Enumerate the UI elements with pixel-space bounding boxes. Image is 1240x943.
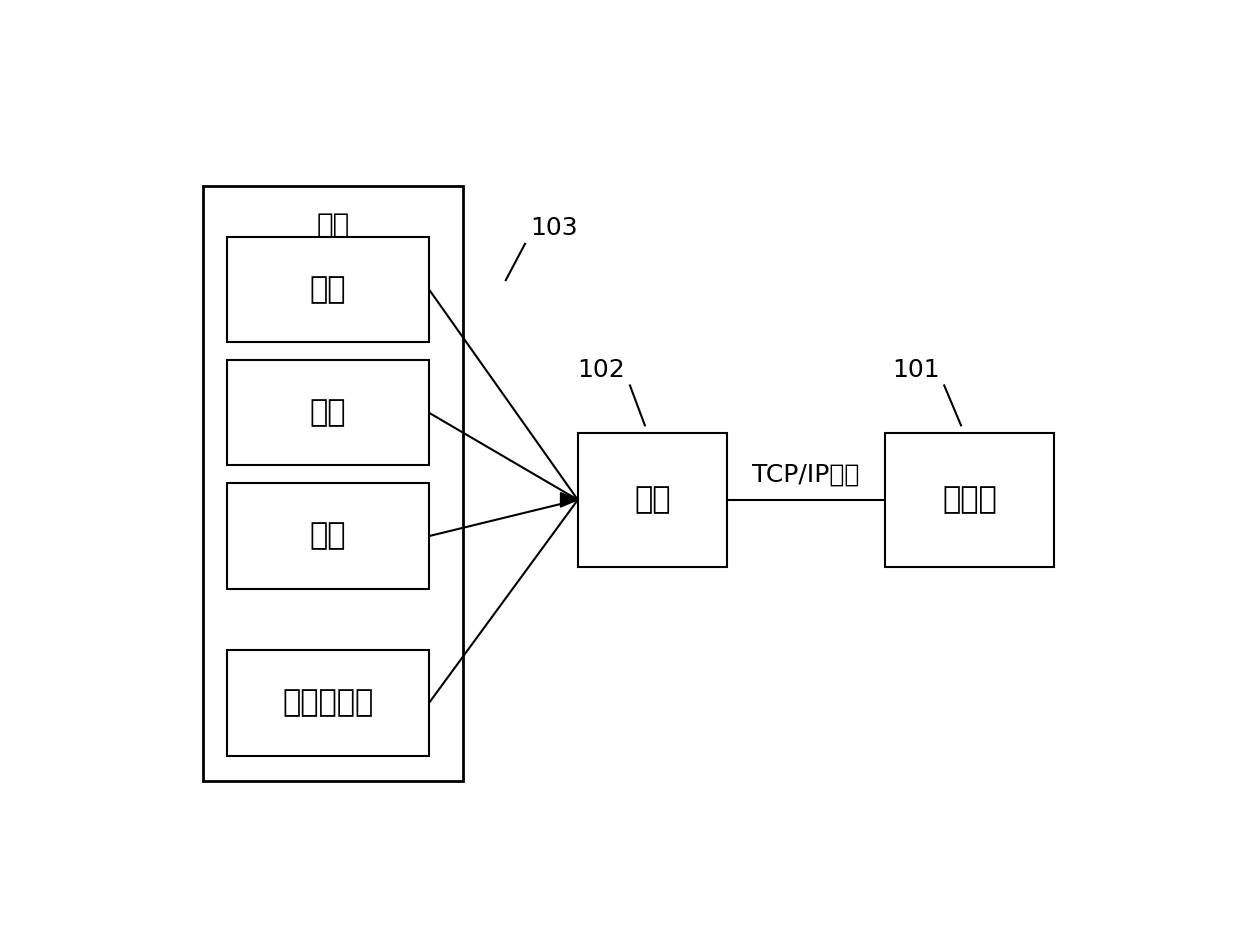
Text: 102: 102 <box>578 357 625 382</box>
Text: 终端: 终端 <box>316 211 350 240</box>
Bar <box>203 186 463 781</box>
Text: TCP/IP协议: TCP/IP协议 <box>753 463 859 487</box>
Text: 电脑: 电脑 <box>310 398 346 427</box>
Text: 101: 101 <box>892 357 940 382</box>
Bar <box>227 651 429 755</box>
Bar <box>227 237 429 342</box>
Text: 烟雾报警器: 烟雾报警器 <box>283 688 373 718</box>
Bar <box>885 433 1054 567</box>
Bar <box>227 360 429 465</box>
Polygon shape <box>560 492 578 507</box>
Text: 服务器: 服务器 <box>942 486 997 514</box>
Text: 103: 103 <box>529 216 578 240</box>
Text: 手机: 手机 <box>310 274 346 304</box>
Bar <box>578 433 727 567</box>
Bar <box>227 484 429 588</box>
Text: 水表: 水表 <box>310 521 346 551</box>
Text: 网关: 网关 <box>634 486 671 514</box>
